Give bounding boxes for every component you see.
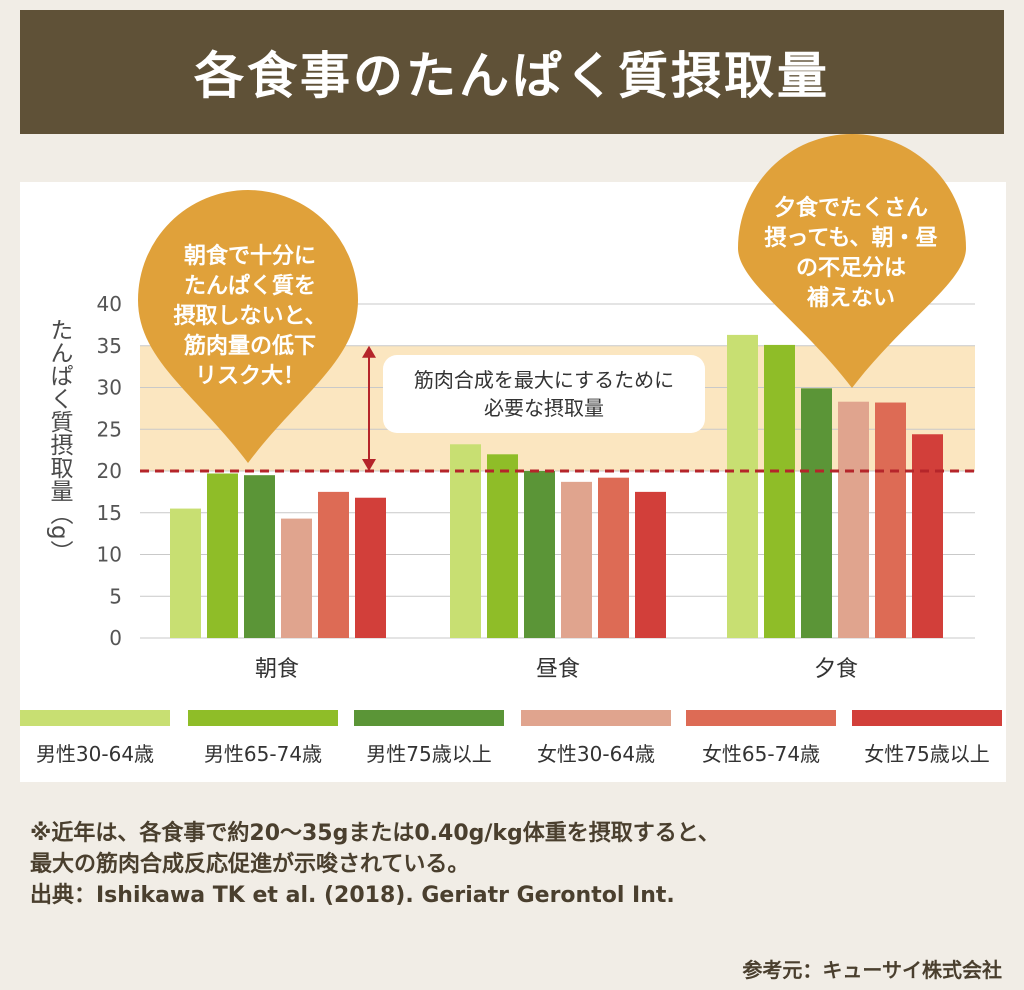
legend-item: 女性75歳以上	[852, 710, 1002, 767]
bar	[875, 402, 906, 638]
legend-swatch	[852, 710, 1002, 726]
footnote-source: 出典：Ishikawa TK et al. (2018). Geriatr Ge…	[30, 883, 675, 908]
bar	[281, 518, 312, 638]
y-tick-label: 5	[109, 584, 122, 608]
bar	[801, 388, 832, 638]
bar	[170, 508, 201, 638]
legend-item: 女性30-64歳	[521, 710, 671, 767]
bar	[318, 491, 349, 638]
bar	[764, 344, 795, 638]
page-title: 各食事のたんぱく質摂取量	[194, 47, 830, 105]
range-note: 筋肉合成を最大にするために 必要な摂取量	[383, 355, 705, 433]
y-tick-label: 40	[97, 292, 122, 316]
legend-label: 男性75歳以上	[366, 742, 492, 766]
legend-swatch	[354, 710, 504, 726]
x-category-label: 夕食	[814, 657, 858, 682]
legend-label: 女性65-74歳	[701, 742, 821, 766]
bar	[635, 491, 666, 638]
legend-swatch	[521, 710, 671, 726]
callout-right-bubble	[738, 134, 966, 388]
legend-item: 女性65-74歳	[686, 710, 836, 767]
y-tick-label: 20	[97, 459, 122, 483]
footnote: ※近年は、各食事で約20～35gまたは0.40g/kg体重を摂取すると、 最大の…	[30, 818, 1010, 911]
bar	[912, 434, 943, 638]
range-arrow-head	[362, 345, 376, 358]
title-banner: 各食事のたんぱく質摂取量	[20, 10, 1004, 134]
bar	[838, 401, 869, 638]
legend: 男性30-64歳 男性65-74歳 男性75歳以上 女性30-64歳 女性65-74歳 女…	[20, 710, 1006, 770]
y-tick-label: 10	[97, 543, 122, 567]
range-arrow-head	[362, 459, 376, 471]
credit: 参考元：キューサイ株式会社	[742, 958, 1002, 982]
bar	[524, 471, 555, 638]
bar	[487, 454, 518, 638]
legend-item: 男性65-74歳	[188, 710, 338, 767]
callout-left-bubble	[138, 190, 358, 463]
legend-label: 女性30-64歳	[536, 742, 656, 766]
legend-label: 女性75歳以上	[864, 742, 990, 766]
bar	[727, 334, 758, 638]
y-tick-label: 15	[97, 501, 122, 525]
callout-left-text: 朝食で十分に たんぱく質を 摂取しないと、 筋肉量の低下 リスク大！	[173, 244, 327, 389]
bar	[207, 473, 238, 638]
footnote-line-1: ※近年は、各食事で約20～35gまたは0.40g/kg体重を摂取すると、	[30, 821, 720, 846]
legend-label: 男性30-64歳	[35, 742, 155, 766]
callout-right-text: 夕食でたくさん 摂っても、朝・昼 の不足分は 補えない	[764, 196, 938, 311]
bar	[561, 481, 592, 638]
legend-swatch	[188, 710, 338, 726]
bar	[450, 444, 481, 638]
legend-swatch	[20, 710, 170, 726]
y-tick-label: 0	[109, 626, 122, 650]
legend-item: 男性75歳以上	[354, 710, 504, 767]
footnote-line-2: 最大の筋肉合成反応促進が示唆されている。	[30, 852, 470, 877]
bar	[244, 475, 275, 638]
bar	[355, 497, 386, 638]
y-axis-label: たんぱく質摂取量（g）	[46, 318, 72, 563]
y-tick-label: 25	[97, 417, 122, 441]
legend-swatch	[686, 710, 836, 726]
x-category-label: 朝食	[255, 657, 299, 682]
x-category-label: 昼食	[536, 657, 580, 682]
y-tick-label: 30	[97, 376, 122, 400]
legend-label: 男性65-74歳	[203, 742, 323, 766]
bar	[598, 477, 629, 638]
legend-item: 男性30-64歳	[20, 710, 170, 767]
y-tick-label: 35	[97, 334, 122, 358]
